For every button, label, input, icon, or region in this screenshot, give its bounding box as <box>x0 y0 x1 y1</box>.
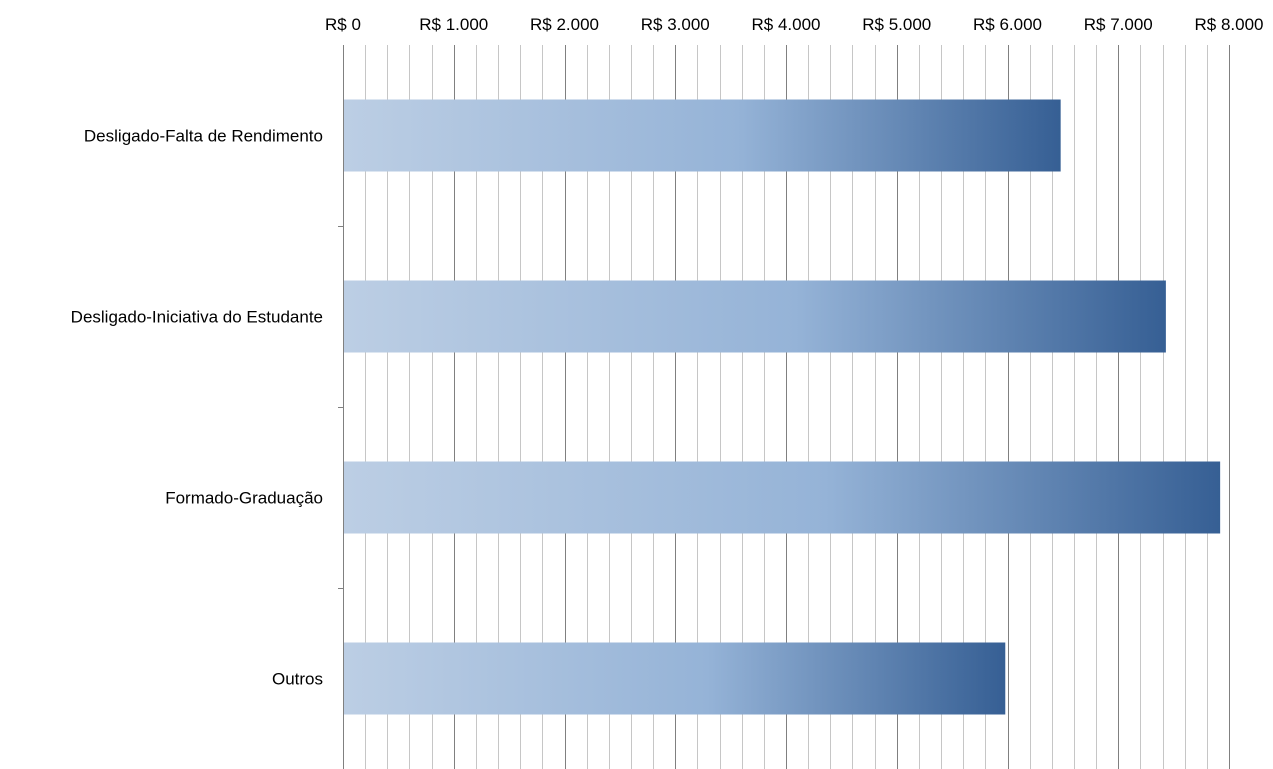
x-tick-label: R$ 8.000 <box>1195 15 1264 34</box>
category-label: Outros <box>272 670 323 689</box>
bar <box>344 280 1166 353</box>
x-tick-label: R$ 4.000 <box>752 15 821 34</box>
x-tick-label: R$ 2.000 <box>530 15 599 34</box>
category-label: Desligado-Falta de Rendimento <box>84 127 323 146</box>
category-label: Desligado-Iniciativa do Estudante <box>71 308 323 327</box>
x-tick-label: R$ 0 <box>325 15 361 34</box>
x-tick-label: R$ 5.000 <box>862 15 931 34</box>
x-tick-label: R$ 6.000 <box>973 15 1042 34</box>
x-axis-ticks: R$ 0 R$ 1.000 R$ 2.000 R$ 3.000 R$ 4.000 R$ 5… <box>325 15 1263 34</box>
x-tick-label: R$ 7.000 <box>1084 15 1153 34</box>
x-tick-label: R$ 1.000 <box>419 15 488 34</box>
bars <box>344 99 1221 715</box>
bar <box>344 99 1061 172</box>
bar <box>344 642 1006 715</box>
bar <box>344 461 1221 534</box>
category-label: Formado-Graduação <box>165 489 323 508</box>
category-labels: Desligado-Falta de Rendimento Desligado-I… <box>71 127 323 689</box>
x-tick-label: R$ 3.000 <box>641 15 710 34</box>
